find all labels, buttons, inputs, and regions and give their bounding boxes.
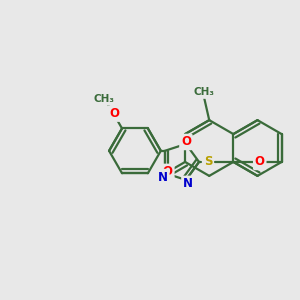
Text: O: O — [181, 136, 191, 148]
Text: CH₃: CH₃ — [94, 94, 115, 104]
Text: O: O — [109, 107, 119, 120]
Text: CH₃: CH₃ — [194, 87, 215, 97]
Text: O: O — [163, 165, 173, 178]
Text: S: S — [204, 155, 212, 168]
Text: N: N — [183, 177, 193, 190]
Text: N: N — [158, 170, 168, 184]
Text: O: O — [255, 155, 265, 168]
